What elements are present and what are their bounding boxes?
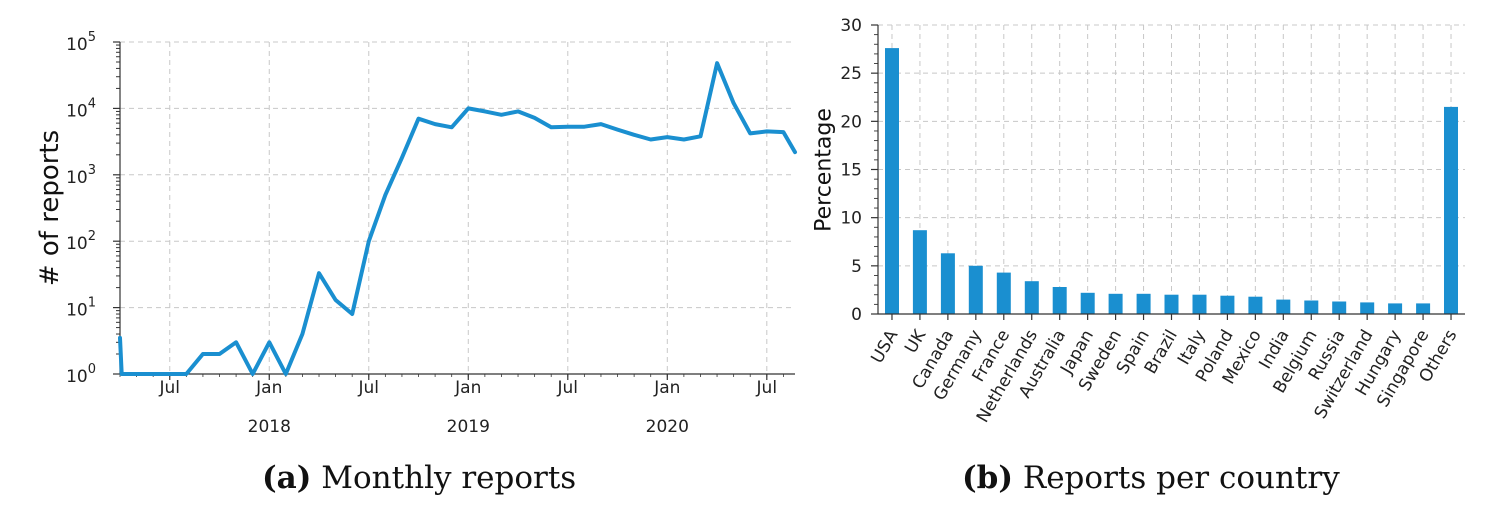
bar-sweden	[1108, 293, 1123, 314]
bar-chart-y-label: Percentage	[812, 108, 837, 232]
bar-belgium	[1304, 300, 1319, 314]
bar-japan	[1080, 292, 1095, 314]
series-line-monthly-reports	[118, 61, 797, 376]
bar-italy	[1192, 294, 1207, 314]
y-tick-label: 100	[66, 362, 96, 387]
bar-poland	[1220, 295, 1235, 314]
x-tick-label: Jul	[358, 378, 380, 398]
y-tick-label: 105	[66, 30, 96, 55]
x-tick-label: USA	[867, 326, 902, 367]
line-chart-minor-ticks	[116, 44, 120, 355]
bar-france	[996, 272, 1011, 314]
x-tick-label: Jan	[653, 378, 680, 398]
bar-australia	[1052, 287, 1067, 314]
x-tick-label: Jul	[756, 378, 778, 398]
caption-b-label: (b)	[962, 460, 1014, 496]
x-tick-label: Jul	[158, 378, 180, 398]
y-tick-label: 101	[66, 296, 96, 321]
y-tick-label: 102	[66, 229, 96, 254]
bar-chart-x-ticks: USAUKCanadaGermanyFranceNetherlandsAustr…	[867, 314, 1461, 426]
y-tick-label: 25	[840, 64, 862, 84]
caption-b-text: Reports per country	[1022, 460, 1340, 496]
bar-mexico	[1248, 296, 1263, 314]
caption-b: (b) Reports per country	[962, 460, 1340, 496]
line-chart-y-ticks: 100 101 102 103 104 105	[66, 30, 120, 387]
bar-canada	[940, 253, 955, 314]
y-tick-label: 10	[840, 209, 862, 229]
y-tick-label: 104	[66, 96, 96, 121]
bar-germany	[968, 265, 983, 314]
bar-chart-minor-ticks	[874, 34, 878, 305]
bar-netherlands	[1024, 281, 1039, 314]
bar-india	[1276, 299, 1291, 314]
bar-usa	[885, 48, 899, 314]
bar-chart-grid	[878, 24, 1465, 314]
x-tick-year-label: 2019	[447, 417, 490, 437]
line-chart-series	[118, 61, 797, 376]
bar-brazil	[1164, 294, 1179, 314]
line-chart-grid	[120, 41, 795, 374]
bar-chart-bars	[885, 48, 1458, 315]
bar-spain	[1136, 293, 1151, 314]
x-tick-label: Jul	[557, 378, 579, 398]
bar-switzerland	[1360, 302, 1375, 314]
x-tick-label: Jan	[454, 378, 481, 398]
caption-a: (a) Monthly reports	[262, 460, 576, 496]
bar-russia	[1332, 301, 1347, 314]
bar-singapore	[1416, 303, 1431, 314]
bar-others	[1444, 106, 1458, 315]
caption-a-label: (a)	[262, 460, 312, 496]
y-tick-label: 103	[66, 163, 96, 188]
bar-hungary	[1388, 303, 1403, 314]
x-tick-year-label: 2018	[248, 417, 291, 437]
line-chart-x-ticks: Jul Jan 2018 Jul Jan 2019 Jul Jan 2020 Jul	[119, 374, 784, 437]
bar-chart: 0 5 10 15 20 25 30 USAUKCanadaGermanyFranceNet…	[812, 16, 1465, 426]
bar-uk	[912, 230, 927, 314]
bar-chart-y-ticks: 0 5 10 15 20 25 30	[840, 16, 878, 325]
caption-a-text: Monthly reports	[321, 460, 577, 496]
y-tick-label: 15	[840, 161, 862, 181]
y-tick-label: 5	[851, 257, 862, 277]
y-tick-label: 0	[851, 305, 862, 325]
x-tick-label: Jan	[255, 378, 282, 398]
y-tick-label: 20	[840, 112, 862, 132]
x-tick-year-label: 2020	[646, 417, 689, 437]
line-chart-y-label: # of reports	[35, 130, 65, 286]
y-tick-label: 30	[840, 16, 862, 36]
